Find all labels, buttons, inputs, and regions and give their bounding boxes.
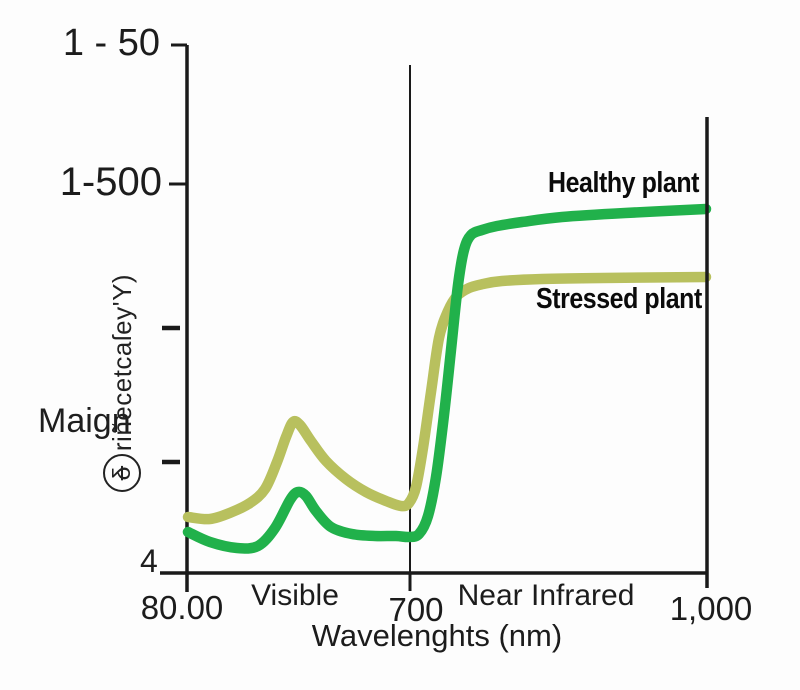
stressed-plant-label: Stressed plant [536,283,702,315]
x-tick-label-origin: 80.00 [140,589,224,626]
region-label-visible: Visible [251,579,339,612]
y-axis-title: δ riñecetcaſey'Y) [100,260,144,506]
y-axis-title-text: riñecetcaſey'Y) [106,273,137,452]
y-tick-label-mid: 1-500 [59,160,162,204]
x-axis-title: Wavelenghts (nm) [311,618,563,653]
region-label-near-infrared: Near Infrared [457,579,635,612]
x-tick-label-700: 700 [388,591,444,628]
stressed-plant-curve [182,271,712,525]
y-tick-label-bottom: 4 [140,543,158,579]
circled-glyph-icon: δ [103,454,141,493]
healthy-plant-label: Healthy plant [548,167,700,199]
x-tick-label-1000: 1,000 [669,590,753,627]
y-tick-label-top: 1 - 50 [62,22,160,64]
healthy-plant-curve [182,203,712,554]
maign-label: Maign [38,402,131,440]
